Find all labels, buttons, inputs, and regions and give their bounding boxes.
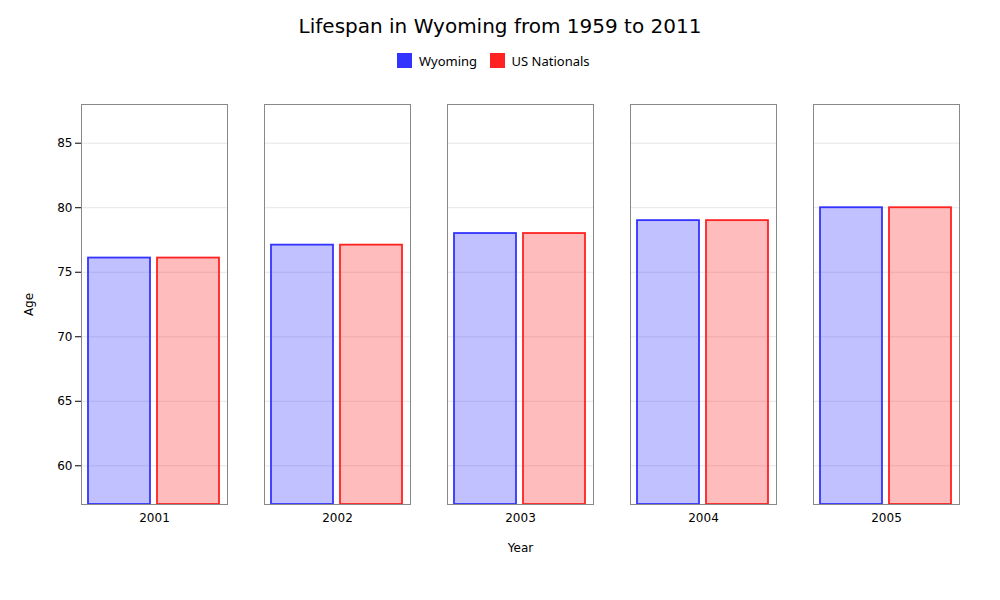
- svg-text:Age: Age: [22, 292, 36, 315]
- html-text:US Nationals: US Nationals: [511, 51, 590, 70]
- svg-text:60: 60: [57, 458, 72, 472]
- html-text:Wyoming: Wyoming: [418, 51, 477, 70]
- svg-text:2004: 2004: [688, 511, 719, 525]
- svg-text:65: 65: [57, 394, 72, 408]
- html-text:Lifespan in Wyoming from 1959: Lifespan in Wyoming from 1959 to 2011: [298, 14, 702, 38]
- svg-text:80: 80: [57, 200, 72, 214]
- svg-text:70: 70: [57, 329, 72, 343]
- svg-text:75: 75: [57, 265, 72, 279]
- svg-text:2003: 2003: [505, 511, 536, 525]
- svg-text:Year: Year: [507, 540, 533, 554]
- svg-text:85: 85: [57, 136, 72, 150]
- svg-text:2002: 2002: [322, 511, 353, 525]
- svg-text:2001: 2001: [139, 511, 170, 525]
- svg-text:2005: 2005: [871, 511, 902, 525]
